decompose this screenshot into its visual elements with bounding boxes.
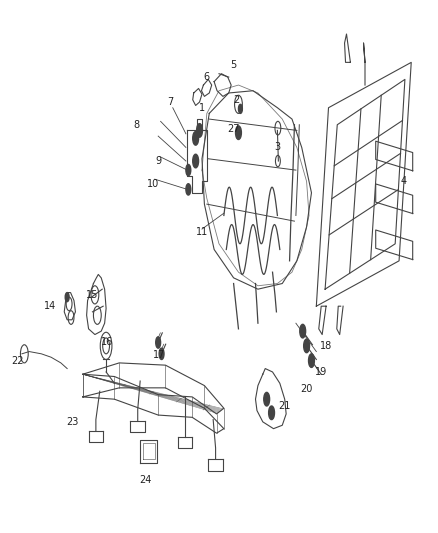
Text: 23: 23 <box>66 417 78 427</box>
Text: 15: 15 <box>86 290 99 300</box>
Text: 5: 5 <box>230 60 237 70</box>
Circle shape <box>238 104 242 114</box>
Text: 8: 8 <box>133 120 139 130</box>
Text: 20: 20 <box>300 384 313 394</box>
Text: 16: 16 <box>101 337 113 348</box>
Text: 3: 3 <box>274 142 280 152</box>
Text: 19: 19 <box>315 367 327 377</box>
Text: 10: 10 <box>147 179 159 189</box>
Circle shape <box>268 406 275 419</box>
Text: 21: 21 <box>279 401 291 411</box>
Circle shape <box>300 325 306 338</box>
Text: 22: 22 <box>11 356 23 366</box>
Circle shape <box>186 165 191 176</box>
Text: 7: 7 <box>167 97 173 107</box>
Circle shape <box>308 354 314 367</box>
Text: 17: 17 <box>153 350 166 360</box>
Text: 2: 2 <box>233 95 239 105</box>
Text: 24: 24 <box>139 475 151 484</box>
Text: 27: 27 <box>227 124 240 134</box>
Circle shape <box>197 124 202 137</box>
Text: 18: 18 <box>320 341 332 351</box>
Text: 11: 11 <box>196 228 208 238</box>
Text: 1: 1 <box>199 103 205 113</box>
Text: 4: 4 <box>401 176 407 187</box>
Circle shape <box>186 184 191 195</box>
Text: 14: 14 <box>43 301 56 311</box>
Text: 9: 9 <box>155 156 161 166</box>
Circle shape <box>156 337 161 348</box>
Text: 6: 6 <box>204 72 210 82</box>
Circle shape <box>193 154 198 168</box>
Circle shape <box>304 339 310 353</box>
Circle shape <box>193 132 198 145</box>
Circle shape <box>65 293 69 302</box>
Circle shape <box>159 348 164 359</box>
Circle shape <box>236 126 241 140</box>
Circle shape <box>264 392 270 406</box>
